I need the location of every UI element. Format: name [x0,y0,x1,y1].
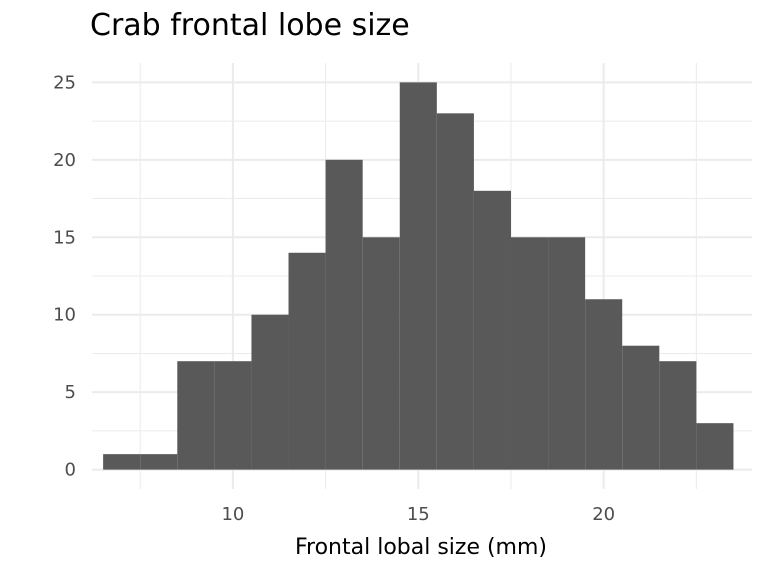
chart-title: Crab frontal lobe size [90,8,410,43]
x-tick-labels: 10 15 20 [221,504,615,525]
histogram-bar [659,361,697,470]
histogram-bar [510,237,549,470]
histogram-bar [362,237,400,470]
histogram-bar [696,423,734,470]
histogram-bar [399,82,437,470]
histogram-bar [622,345,660,470]
x-axis-title: Frontal lobal size (mm) [295,535,547,560]
histogram-bar [585,299,623,470]
y-tick-label: 15 [53,227,76,248]
histogram-bar [436,113,474,470]
histogram-bar [103,454,141,470]
histogram-bar [177,361,215,470]
histogram-bar [473,190,511,470]
y-tick-label: 20 [53,150,76,171]
y-tick-label: 25 [53,72,76,93]
x-tick-label: 10 [221,504,244,525]
x-tick-label: 15 [407,504,430,525]
y-tick-label: 5 [65,382,76,403]
y-tick-labels: 0 5 10 15 20 25 [53,72,76,480]
histogram-bar [140,454,178,470]
histogram-bar [288,252,326,470]
histogram-bar [214,361,252,470]
x-tick-label: 20 [592,504,615,525]
histogram-bar [251,314,289,470]
y-tick-label: 10 [53,305,76,326]
histogram-bar [325,159,363,470]
histogram-bars [103,82,734,470]
histogram-bar [548,237,586,470]
y-tick-label: 0 [65,460,76,481]
